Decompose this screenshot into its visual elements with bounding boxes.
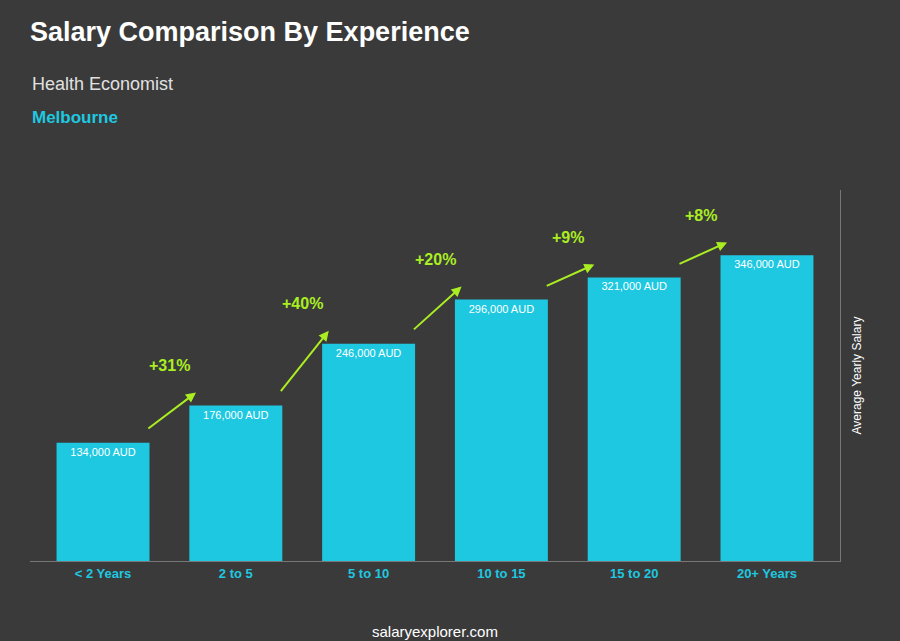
svg-text:salaryexplorer.com: salaryexplorer.com: [372, 623, 498, 640]
svg-text:Melbourne: Melbourne: [32, 108, 118, 127]
svg-text:321,000 AUD: 321,000 AUD: [601, 280, 666, 292]
svg-text:346,000 AUD: 346,000 AUD: [734, 258, 799, 270]
svg-text:+31%: +31%: [149, 357, 190, 374]
svg-text:+20%: +20%: [415, 251, 456, 268]
svg-text:134,000 AUD: 134,000 AUD: [70, 446, 135, 458]
svg-text:5 to 10: 5 to 10: [348, 566, 389, 581]
svg-text:2 to 5: 2 to 5: [219, 566, 253, 581]
svg-text:Health Economist: Health Economist: [32, 74, 173, 94]
svg-text:20+ Years: 20+ Years: [737, 566, 797, 581]
svg-text:< 2 Years: < 2 Years: [75, 566, 132, 581]
svg-text:+40%: +40%: [282, 295, 323, 312]
svg-text:15 to 20: 15 to 20: [610, 566, 658, 581]
svg-text:+8%: +8%: [685, 207, 717, 224]
svg-text:+9%: +9%: [552, 229, 584, 246]
svg-text:Salary Comparison By Experienc: Salary Comparison By Experience: [30, 17, 470, 47]
svg-text:10 to 15: 10 to 15: [477, 566, 525, 581]
svg-text:Average Yearly Salary: Average Yearly Salary: [850, 317, 864, 435]
svg-text:296,000 AUD: 296,000 AUD: [469, 303, 534, 315]
svg-text:246,000 AUD: 246,000 AUD: [336, 347, 401, 359]
svg-text:176,000 AUD: 176,000 AUD: [203, 409, 268, 421]
